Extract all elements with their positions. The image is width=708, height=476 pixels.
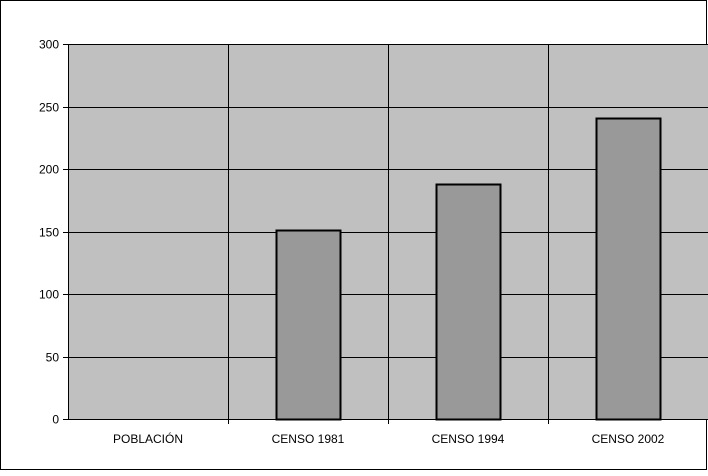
bar <box>595 117 662 421</box>
bar <box>435 183 502 421</box>
y-tick-label: 300 <box>39 38 59 52</box>
x-category-label: CENSO 1994 <box>432 432 505 446</box>
y-tick-label: 200 <box>39 163 59 177</box>
bars <box>275 117 662 421</box>
y-tick-label: 50 <box>46 351 60 365</box>
y-tick-label: 250 <box>39 101 59 115</box>
bar <box>275 229 342 421</box>
x-category-label: CENSO 1981 <box>272 432 345 446</box>
y-tick-label: 0 <box>52 413 59 427</box>
x-category-label: CENSO 2002 <box>592 432 665 446</box>
x-category-label: POBLACIÓN <box>113 431 183 446</box>
axes <box>63 44 708 420</box>
y-tick-label: 150 <box>39 226 59 240</box>
tick-labels: 0 50 100 150 200 250 300 POBLACIÓN CENSO 1981 CEN… <box>39 38 665 447</box>
y-tick-label: 100 <box>39 288 59 302</box>
